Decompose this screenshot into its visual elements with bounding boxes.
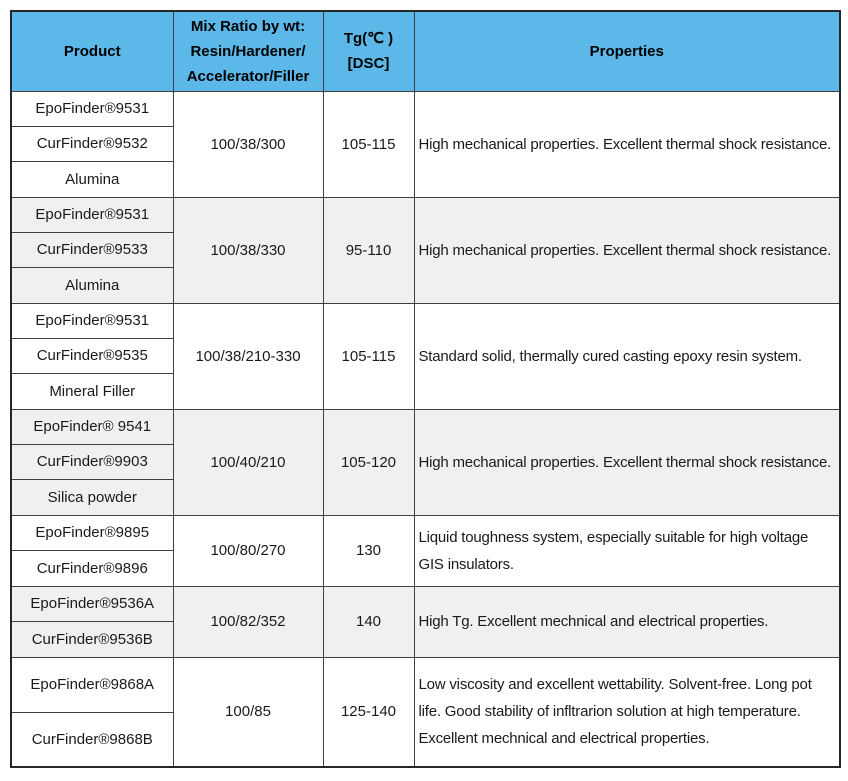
properties-cell: High Tg. Excellent mechnical and electri… [413, 585, 841, 658]
table-row: CurFinder®9896 [10, 549, 840, 587]
table-row: EpoFinder® 9541 100/40/210 105-120 High … [10, 408, 841, 516]
header-row: Product Mix Ratio by wt: Resin/Hardener/… [10, 10, 841, 92]
tg-cell: 95-110 [322, 196, 415, 304]
properties-cell: High mechanical properties. Excellent th… [413, 408, 841, 516]
product-cell: Alumina [10, 266, 174, 304]
mix-ratio-header-line3: Accelerator/Filler [186, 67, 310, 85]
properties-cell: Liquid toughness system, especially suit… [413, 514, 841, 587]
table-row: EpoFinder®9895 100/80/270 130 Liquid tou… [10, 514, 841, 587]
group-9895-9896: EpoFinder®9895 100/80/270 130 Liquid tou… [10, 514, 841, 587]
table-row: EpoFinder®9536A 100/82/352 140 High Tg. … [10, 585, 841, 658]
table-header: Product Mix Ratio by wt: Resin/Hardener/… [10, 10, 841, 92]
mix-ratio-cell: 100/82/352 [172, 585, 324, 658]
product-cell: EpoFinder®9531 [10, 90, 174, 127]
product-cell: CurFinder®9533 [10, 231, 174, 268]
table-row: CurFinder®9535 [10, 337, 840, 374]
col-header-product: Product [10, 10, 174, 92]
group-9531-9533: EpoFinder®9531 100/38/330 95-110 High me… [10, 196, 841, 304]
group-9868A-9868B: EpoFinder®9868A 100/85 125-140 Low visco… [10, 656, 841, 768]
product-cell: CurFinder®9903 [10, 443, 174, 480]
table-row: CurFinder®9532 [10, 125, 840, 162]
product-cell: EpoFinder® 9541 [10, 408, 174, 445]
group-9536A-9536B: EpoFinder®9536A 100/82/352 140 High Tg. … [10, 585, 841, 658]
col-header-properties: Properties [413, 10, 841, 92]
mix-ratio-header-line2: Resin/Hardener/ [190, 42, 306, 60]
properties-cell: High mechanical properties. Excellent th… [413, 196, 841, 304]
properties-cell: Low viscosity and excellent wettability.… [413, 656, 841, 768]
tg-cell: 140 [322, 585, 415, 658]
table-row: CurFinder®9903 [10, 443, 840, 480]
tg-header-line2: [DSC] [347, 55, 390, 73]
mix-ratio-cell: 100/38/300 [172, 90, 324, 198]
table-row: Mineral Filler [10, 372, 840, 410]
product-cell: Alumina [10, 160, 174, 198]
product-cell: CurFinder®9896 [10, 549, 174, 587]
mix-ratio-cell: 100/38/210-330 [172, 302, 324, 410]
product-cell: CurFinder®9535 [10, 337, 174, 374]
product-cell: EpoFinder®9895 [10, 514, 174, 551]
tg-cell: 105-120 [322, 408, 415, 516]
product-spec-table: Product Mix Ratio by wt: Resin/Hardener/… [10, 10, 841, 768]
table-row: CurFinder®9536B [10, 620, 840, 658]
product-cell: EpoFinder®9536A [10, 585, 174, 622]
tg-cell: 125-140 [322, 656, 415, 768]
product-cell: Silica powder [10, 478, 174, 516]
product-cell: CurFinder®9532 [10, 125, 174, 162]
group-9531-9535: EpoFinder®9531 100/38/210-330 105-115 St… [10, 302, 841, 410]
table-row: Silica powder [10, 478, 840, 516]
mix-ratio-cell: 100/85 [172, 656, 324, 768]
group-9531-9532: EpoFinder®9531 100/38/300 105-115 High m… [10, 90, 841, 198]
table-row: EpoFinder®9531 100/38/300 105-115 High m… [10, 90, 841, 198]
col-header-tg: Tg(℃ ) [DSC] [322, 10, 415, 92]
table-row: EpoFinder®9531 100/38/210-330 105-115 St… [10, 302, 841, 410]
product-cell: EpoFinder®9868A [10, 656, 174, 713]
col-header-mix-ratio: Mix Ratio by wt: Resin/Hardener/ Acceler… [172, 10, 324, 92]
product-cell: CurFinder®9868B [10, 711, 174, 768]
mix-ratio-header-line1: Mix Ratio by wt: [190, 17, 306, 35]
product-cell: Mineral Filler [10, 372, 174, 410]
table-row: Alumina [10, 266, 840, 304]
tg-header-line1: Tg(℃ ) [343, 30, 394, 48]
table-row: CurFinder®9868B [10, 711, 840, 768]
tg-cell: 105-115 [322, 302, 415, 410]
group-9541-9903: EpoFinder® 9541 100/40/210 105-120 High … [10, 408, 841, 516]
table-row: EpoFinder®9531 100/38/330 95-110 High me… [10, 196, 841, 304]
product-cell: EpoFinder®9531 [10, 196, 174, 233]
mix-ratio-cell: 100/40/210 [172, 408, 324, 516]
mix-ratio-cell: 100/80/270 [172, 514, 324, 587]
table-row: EpoFinder®9868A 100/85 125-140 Low visco… [10, 656, 841, 768]
properties-cell: High mechanical properties. Excellent th… [413, 90, 841, 198]
properties-cell: Standard solid, thermally cured casting … [413, 302, 841, 410]
product-cell: EpoFinder®9531 [10, 302, 174, 339]
table-row: Alumina [10, 160, 840, 198]
product-cell: CurFinder®9536B [10, 620, 174, 658]
tg-cell: 130 [322, 514, 415, 587]
mix-ratio-cell: 100/38/330 [172, 196, 324, 304]
tg-cell: 105-115 [322, 90, 415, 198]
